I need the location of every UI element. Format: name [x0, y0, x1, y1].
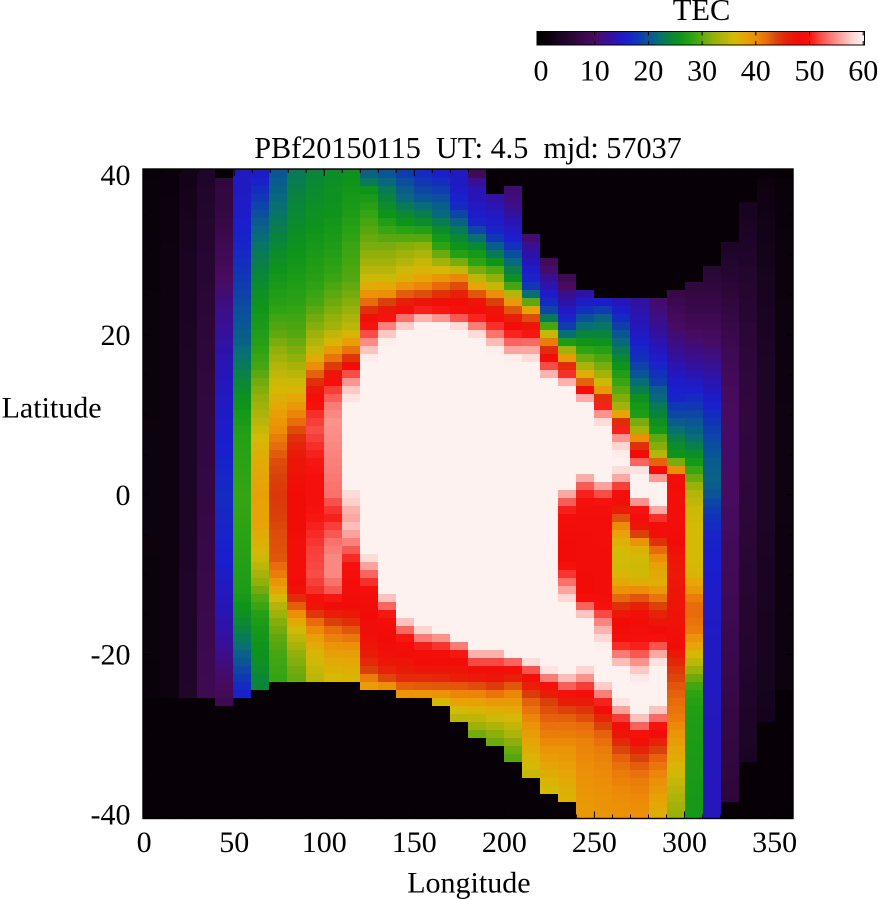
svg-text:100: 100: [302, 826, 347, 859]
svg-text:50: 50: [219, 826, 249, 859]
svg-text:40: 40: [101, 159, 131, 192]
svg-text:30: 30: [687, 55, 717, 88]
svg-text:-20: -20: [91, 639, 131, 672]
svg-text:250: 250: [572, 826, 617, 859]
svg-text:TEC: TEC: [673, 0, 731, 27]
svg-text:40: 40: [741, 55, 771, 88]
svg-text:60: 60: [848, 55, 878, 88]
svg-text:20: 20: [633, 55, 663, 88]
svg-text:0: 0: [534, 55, 549, 88]
svg-text:Longitude: Longitude: [407, 867, 530, 900]
svg-text:0: 0: [116, 479, 131, 512]
svg-text:0: 0: [137, 826, 152, 859]
svg-text:350: 350: [752, 826, 797, 859]
svg-text:Latitude: Latitude: [2, 392, 102, 425]
svg-text:20: 20: [101, 319, 131, 352]
svg-text:200: 200: [482, 826, 527, 859]
svg-text:300: 300: [662, 826, 707, 859]
svg-text:PBf20150115 UT: 4.5 mjd: 570: PBf20150115 UT: 4.5 mjd: 57037: [254, 131, 682, 165]
svg-text:10: 10: [580, 55, 610, 88]
svg-text:-40: -40: [91, 799, 131, 832]
svg-text:50: 50: [795, 55, 825, 88]
svg-text:150: 150: [392, 826, 437, 859]
